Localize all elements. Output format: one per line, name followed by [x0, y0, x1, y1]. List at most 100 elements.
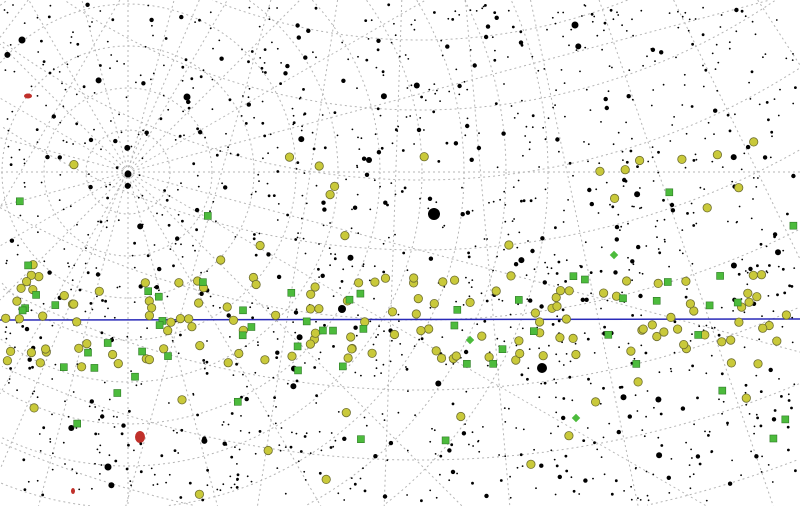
star: [731, 459, 733, 462]
star: [630, 485, 632, 488]
star: [66, 63, 69, 66]
star-cluster-marker: [702, 203, 712, 213]
star: [205, 360, 209, 364]
star: [592, 477, 594, 480]
star: [586, 427, 589, 429]
star: [633, 205, 635, 208]
star: [720, 14, 723, 16]
star: [478, 132, 480, 135]
star: [461, 431, 467, 436]
star: [374, 133, 377, 136]
star: [59, 174, 62, 176]
star: [704, 137, 707, 140]
star: [631, 279, 633, 282]
star: [521, 327, 524, 330]
star: [64, 463, 66, 465]
star: [528, 298, 533, 303]
star: [70, 288, 72, 291]
star: [787, 399, 791, 402]
star: [606, 299, 609, 302]
star: [494, 15, 499, 20]
star: [629, 149, 633, 153]
star: [124, 182, 131, 189]
star: [294, 238, 298, 241]
star: [42, 426, 46, 430]
star: [698, 462, 702, 466]
star: [684, 166, 687, 169]
star: [565, 469, 569, 473]
star-cluster-marker: [108, 349, 118, 360]
star: [82, 85, 86, 89]
star: [257, 344, 259, 347]
star: [554, 104, 556, 106]
star: [172, 264, 175, 268]
star: [547, 272, 550, 275]
star: [707, 434, 710, 437]
star: [35, 128, 39, 132]
star: [646, 494, 649, 497]
star: [464, 423, 466, 425]
star-cluster-marker: [571, 349, 581, 360]
star: [296, 236, 299, 239]
star-cluster-marker: [515, 348, 525, 359]
star: [111, 336, 114, 339]
star-cluster-marker: [74, 343, 84, 353]
star: [235, 486, 239, 489]
star: [670, 458, 673, 460]
star: [564, 115, 566, 118]
star-cluster-marker: [34, 271, 44, 282]
star: [762, 56, 764, 59]
star: [85, 2, 90, 7]
star: [436, 89, 438, 92]
star: [687, 29, 690, 32]
star: [686, 288, 688, 290]
star: [245, 345, 247, 348]
star: [275, 406, 277, 408]
star: [4, 331, 7, 333]
nebula-marker: [164, 352, 172, 360]
star: [117, 219, 120, 222]
star: [176, 431, 178, 434]
star: [791, 316, 794, 319]
star: [527, 367, 530, 370]
star: [226, 313, 231, 318]
star-cluster-marker: [113, 358, 123, 369]
star: [413, 28, 416, 31]
star: [250, 50, 254, 53]
star-cluster-marker: [270, 310, 281, 320]
star: [777, 265, 780, 268]
star: [681, 252, 684, 255]
star: [199, 75, 203, 79]
star: [394, 193, 397, 196]
star: [126, 443, 130, 447]
star: [211, 108, 214, 111]
star: [443, 224, 446, 227]
star: [121, 423, 126, 428]
star-cluster-marker: [561, 314, 572, 324]
star: [581, 15, 583, 17]
star: [100, 414, 105, 419]
star: [522, 199, 526, 203]
star: [309, 452, 312, 455]
star: [273, 396, 276, 399]
star-cluster-marker: [726, 358, 737, 368]
star-cluster-marker: [184, 314, 194, 324]
star-cluster-marker: [744, 297, 754, 307]
star: [301, 194, 304, 197]
star: [303, 113, 305, 116]
star: [693, 423, 695, 426]
star: [572, 174, 574, 177]
nebula-marker: [453, 305, 462, 314]
star: [84, 142, 86, 145]
star: [382, 74, 385, 77]
star: [267, 415, 270, 417]
star: [105, 185, 108, 188]
star: [47, 15, 51, 19]
star-cluster-marker: [419, 152, 429, 162]
star: [312, 51, 314, 54]
star: [267, 194, 271, 198]
star: [587, 377, 590, 381]
star: [526, 377, 529, 381]
star: [469, 157, 474, 162]
